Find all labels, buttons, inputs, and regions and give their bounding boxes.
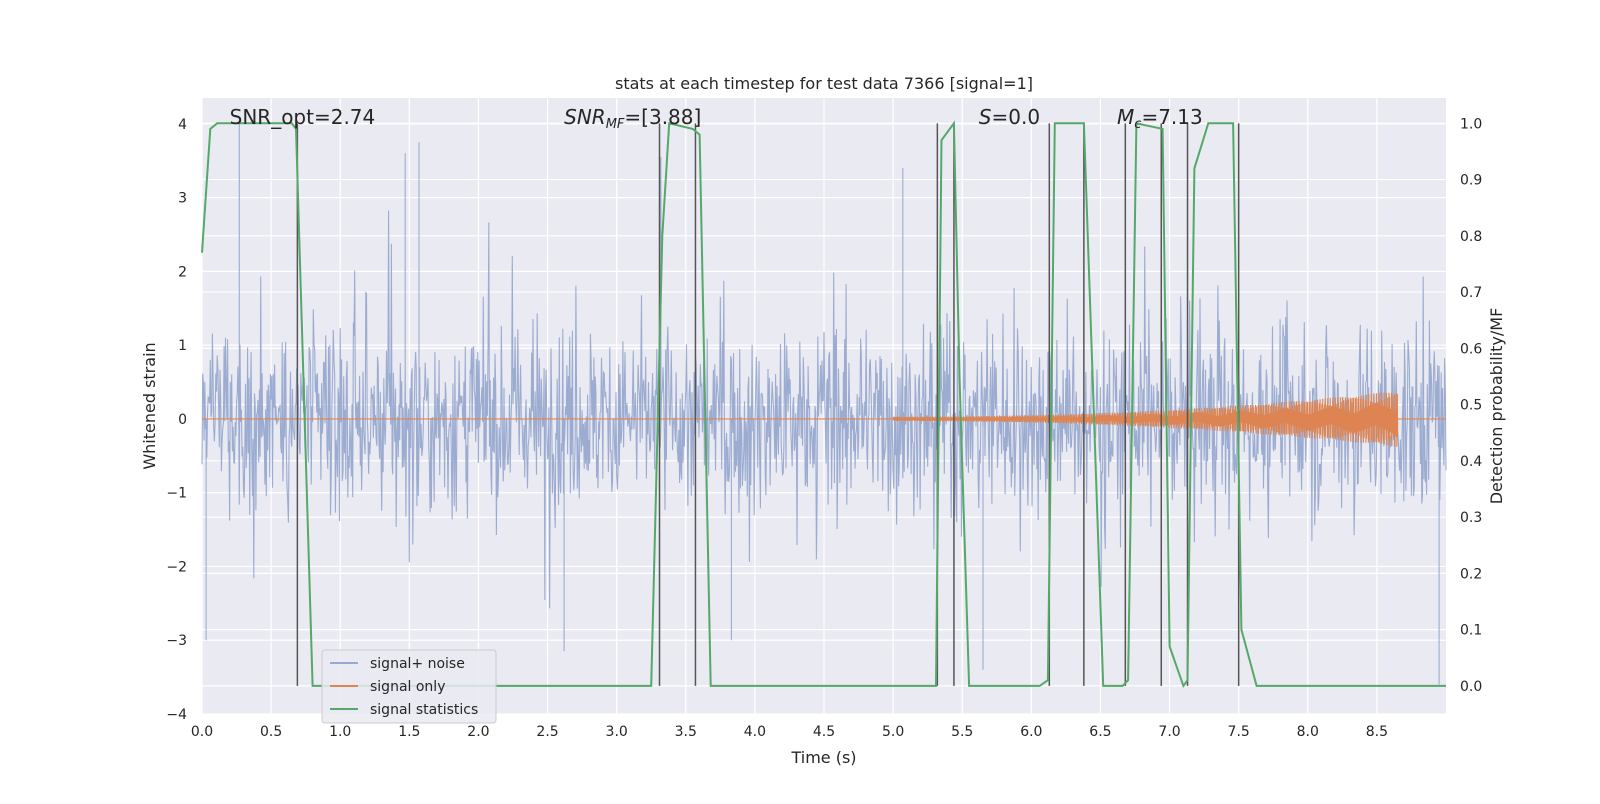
x-tick-label: 7.0 (1158, 724, 1180, 740)
x-tick-label: 2.0 (467, 724, 489, 740)
y2-tick-label: 0.8 (1460, 229, 1482, 245)
y-axis-label: Whitened strain (140, 342, 159, 469)
x-tick-label: 2.5 (536, 724, 558, 740)
x-tick-label: 0.0 (191, 724, 213, 740)
y-tick-label: 2 (178, 264, 187, 280)
x-tick-label: 4.5 (813, 724, 835, 740)
y-tick-label: 1 (178, 338, 187, 354)
signal-only-series-layer (202, 392, 1446, 447)
x-tick-label: 1.0 (329, 724, 351, 740)
legend-label-stats: signal statistics (370, 702, 478, 718)
x-tick-label: 5.5 (951, 724, 973, 740)
y2-tick-label: 0.1 (1460, 623, 1482, 639)
stat-annotation: S=0.0 (979, 105, 1040, 129)
y-tick-label: −4 (166, 707, 187, 723)
y2-tick-label: 0.5 (1460, 398, 1482, 414)
x-tick-label: 8.5 (1366, 724, 1388, 740)
chart-title: stats at each timestep for test data 736… (615, 74, 1033, 93)
legend-box (321, 649, 497, 724)
y2-tick-label: 0.6 (1460, 341, 1482, 357)
x-tick-label: 6.5 (1089, 724, 1111, 740)
y-tick-label: 4 (178, 117, 187, 133)
y-tick-label: 0 (178, 412, 187, 428)
series-line-signal-only (202, 392, 1446, 447)
legend-label-noise: signal+ noise (370, 656, 465, 672)
legend: signal+ noise signal only signal statist… (321, 649, 497, 724)
y-tick-labels: −4 −3 −2 −1 0 1 2 3 4 (166, 117, 187, 723)
x-tick-label: 0.5 (260, 724, 282, 740)
y2-tick-label: 0.7 (1460, 285, 1482, 301)
x-tick-label: 1.5 (398, 724, 420, 740)
x-tick-label: 7.5 (1228, 724, 1250, 740)
annotations: SNR_opt=2.74 SNRMF=[3.88] S=0.0 Mc=7.13 (230, 105, 1203, 132)
y2-tick-label: 1.0 (1460, 116, 1482, 132)
y2-tick-labels: 0.0 0.1 0.2 0.3 0.4 0.5 0.6 0.7 0.8 0.9 1.0 (1460, 116, 1482, 695)
y2-tick-label: 0.3 (1460, 510, 1482, 526)
y2-tick-label: 0.9 (1460, 173, 1482, 189)
signal-statistics-series-layer (201, 120, 1446, 689)
x-tick-label: 8.0 (1297, 724, 1319, 740)
y2-tick-label: 0.4 (1460, 454, 1482, 470)
y2-tick-label: 0.2 (1460, 566, 1482, 582)
x-tick-label: 3.0 (606, 724, 628, 740)
x-tick-label: 3.5 (675, 724, 697, 740)
x-axis-label: Time (s) (790, 748, 856, 767)
series-line-signal-statistics (201, 120, 1446, 689)
stat-annotation: SNRMF=[3.88] (564, 105, 701, 132)
y-tick-label: −3 (166, 633, 187, 649)
x-tick-label: 6.0 (1020, 724, 1042, 740)
y-tick-label: −1 (166, 486, 187, 502)
stat-annotation: Mc=7.13 (1117, 105, 1203, 132)
y2-tick-label: 0.0 (1460, 679, 1482, 695)
y2-axis-label: Detection probability/MF (1487, 308, 1506, 505)
legend-label-signal: signal only (370, 679, 445, 695)
stat-annotation: SNR_opt=2.74 (230, 105, 376, 129)
y-tick-label: −2 (166, 559, 187, 575)
x-tick-labels: 0.0 0.5 1.0 1.5 2.0 2.5 3.0 3.5 4.0 4.5 5.0 5.5 6.0 6… (191, 724, 1388, 740)
x-tick-label: 4.0 (744, 724, 766, 740)
x-tick-label: 5.0 (882, 724, 904, 740)
y-tick-label: 3 (178, 191, 187, 207)
